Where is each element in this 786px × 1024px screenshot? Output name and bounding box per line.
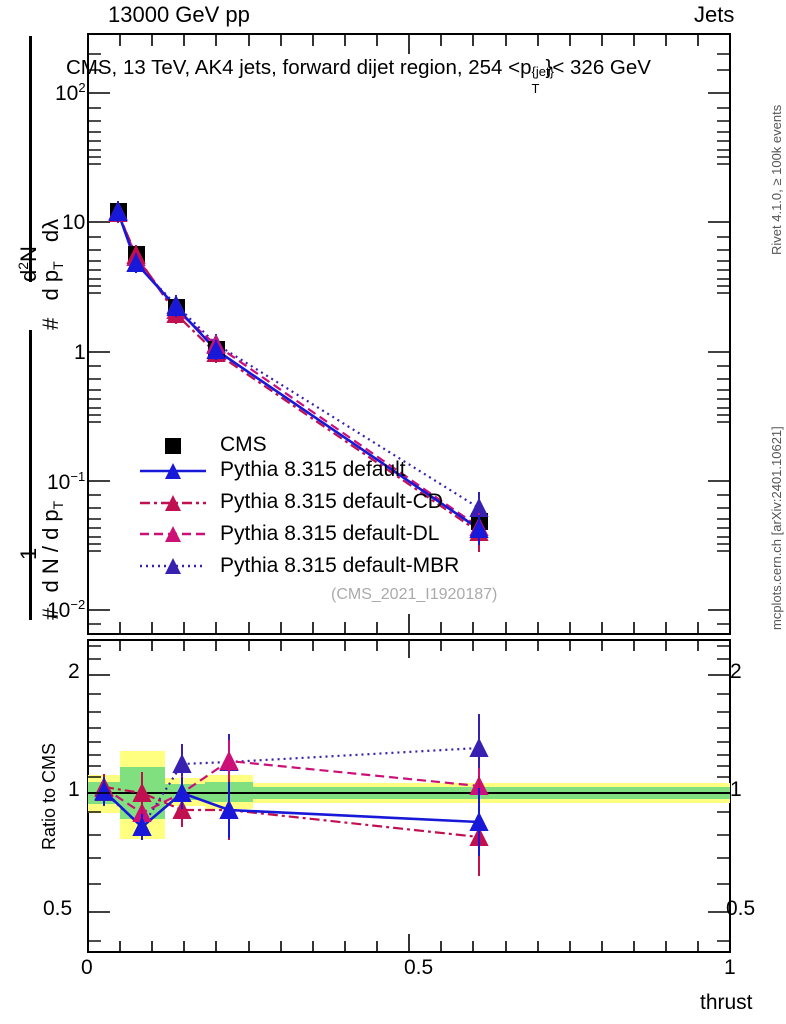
legend-marker-default (140, 463, 206, 479)
plot-title-tail: }< 326 GeV (545, 56, 651, 79)
x-tick-0: 0 (81, 956, 93, 979)
analysis-watermark: (CMS_2021_I1920187) (331, 586, 498, 603)
legend-glyphs (140, 438, 206, 574)
series-markers-default (108, 201, 489, 545)
y-tick-main-1e-2: 10−2 (47, 597, 86, 622)
y-tick-ratio-2-right: 2 (730, 660, 742, 683)
legend-label-default[interactable]: Pythia 8.315 default (220, 458, 406, 481)
main-x-ticks (87, 34, 731, 634)
plot-title-sub: T (531, 81, 540, 96)
y-tick-ratio-1-left: 1 (68, 778, 80, 801)
y-tick-main-1e-1: 10−1 (47, 469, 86, 494)
y-tick-main-1e2: 102 (55, 80, 86, 105)
series-line-default (116, 211, 480, 531)
plot-title: CMS, 13 TeV, AK4 jets, forward dijet reg… (66, 56, 651, 95)
y-axis-label-main: # d N / d pT 1 # d pT dλ d2N (0, 0, 66, 640)
legend-label-cms[interactable]: CMS (220, 433, 267, 456)
legend-marker-mbr (140, 558, 206, 574)
legend-label-dl[interactable]: Pythia 8.315 default-DL (220, 522, 440, 545)
fraction-bar-1 (29, 330, 32, 620)
x-tick-05: 0.5 (404, 956, 434, 979)
y-tick-ratio-1-right: 1 (730, 778, 742, 801)
plot-title-main: CMS, 13 TeV, AK4 jets, forward dijet reg… (66, 56, 532, 79)
ratio-markers-default (94, 777, 489, 856)
main-y-ticks (88, 53, 730, 625)
fraction-bar-2 (29, 36, 32, 282)
ratio-y-ticks (88, 645, 730, 942)
y-tick-ratio-2-left: 2 (68, 660, 80, 683)
y-tick-ratio-05-right: 0.5 (726, 897, 756, 920)
legend-marker-cd (140, 495, 206, 511)
ratio-line-cd (103, 785, 480, 839)
y-tick-main-1: 1 (74, 341, 86, 364)
y-tick-main-10: 10 (62, 211, 86, 234)
y-tick-ratio-05-left: 0.5 (43, 897, 73, 920)
plot-title-sup: {jet} (531, 64, 554, 79)
header-right: Jets (694, 2, 735, 27)
x-axis-label: thrust (700, 991, 753, 1014)
header-left: 13000 GeV pp (108, 2, 250, 27)
legend-label-mbr[interactable]: Pythia 8.315 default-MBR (220, 554, 460, 577)
series-line-cd (116, 212, 480, 533)
legend-marker-dl (140, 526, 206, 542)
legend-label-cd[interactable]: Pythia 8.315 default-CD (220, 490, 443, 513)
ratio-x-ticks (87, 640, 731, 952)
x-tick-1: 1 (724, 956, 736, 979)
legend-marker-cms (165, 438, 181, 454)
